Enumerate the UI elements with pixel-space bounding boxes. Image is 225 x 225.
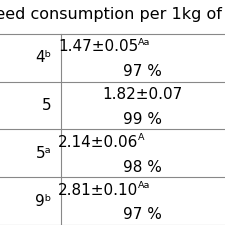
Text: 97 %: 97 %	[124, 64, 162, 79]
Text: 4ᵇ: 4ᵇ	[36, 50, 52, 65]
Text: A: A	[138, 133, 145, 142]
Text: Feed consumption per 1kg of b: Feed consumption per 1kg of b	[0, 7, 225, 22]
Text: 97 %: 97 %	[124, 207, 162, 222]
Text: 5ᵃ: 5ᵃ	[36, 146, 52, 161]
Text: Aa: Aa	[138, 38, 151, 47]
Text: 2.81±0.10: 2.81±0.10	[58, 183, 138, 198]
Text: 1.82±0.07: 1.82±0.07	[103, 87, 183, 102]
Text: 1.47±0.05: 1.47±0.05	[58, 39, 138, 54]
Text: 9ᵇ: 9ᵇ	[35, 194, 52, 209]
Text: 99 %: 99 %	[123, 112, 162, 127]
Text: 98 %: 98 %	[124, 160, 162, 175]
Text: 5: 5	[42, 98, 52, 113]
Text: Aa: Aa	[138, 181, 151, 190]
Text: 2.14±0.06: 2.14±0.06	[58, 135, 138, 150]
